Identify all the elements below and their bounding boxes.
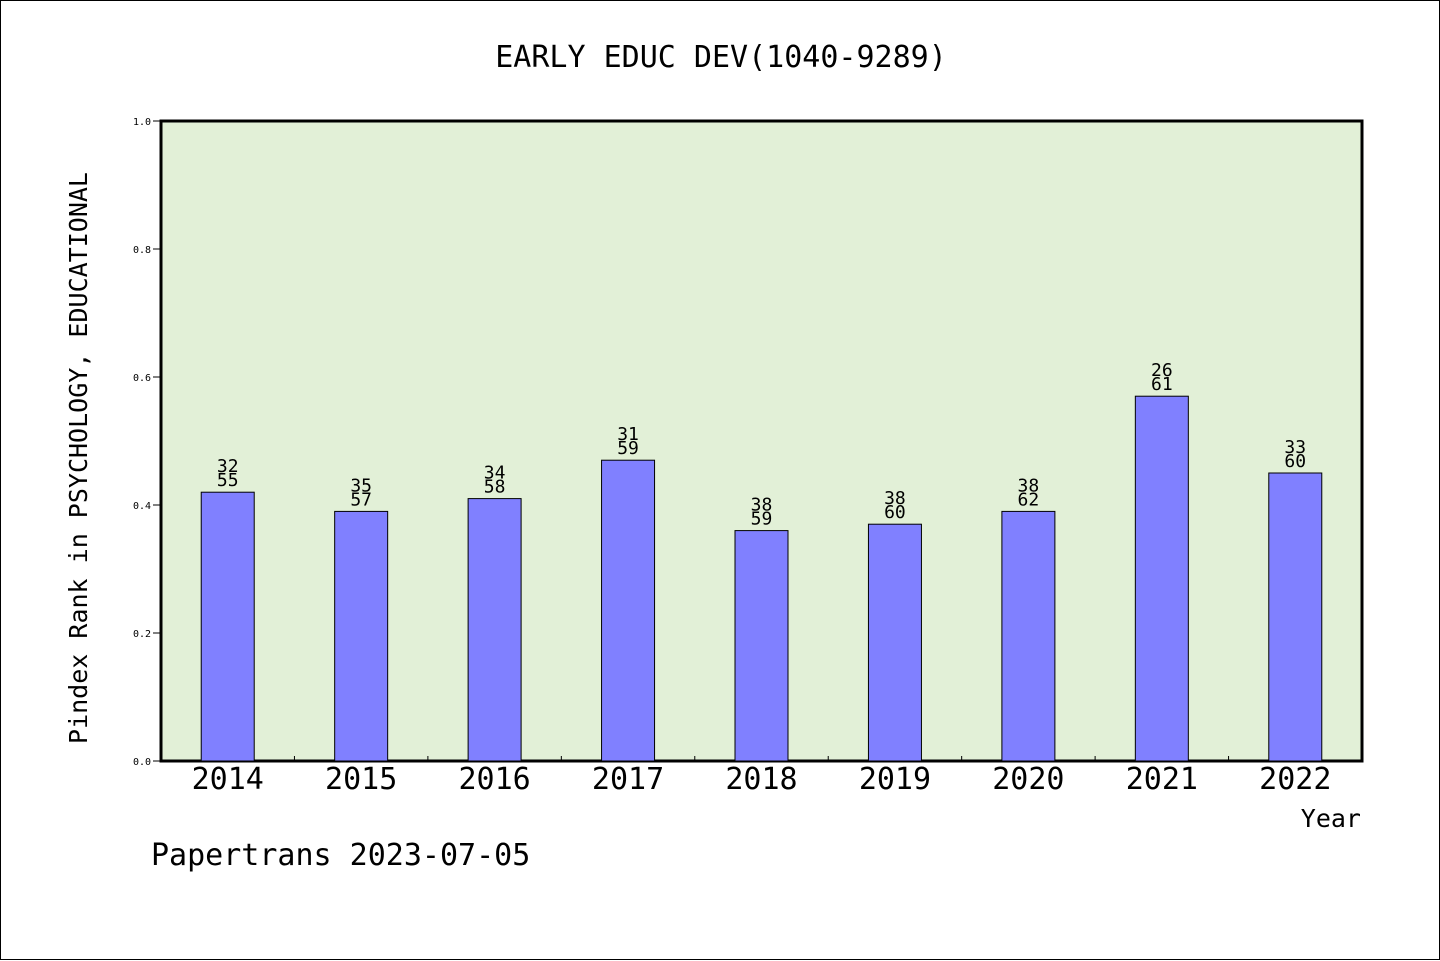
bar-label-bottom: 60 xyxy=(884,502,906,523)
y-tick-label: 1.0 xyxy=(133,117,151,128)
bar-2021 xyxy=(1134,395,1189,762)
bar-label-top: 35 xyxy=(350,475,372,496)
bar-label-bottom: 57 xyxy=(350,489,372,510)
bar-label-top: 26 xyxy=(1151,360,1173,381)
bar-label-top: 38 xyxy=(1018,475,1040,496)
bar-label-bottom: 55 xyxy=(217,470,239,491)
bar-label-top: 38 xyxy=(751,495,773,516)
bar-2017 xyxy=(601,459,656,762)
y-tick-label: 0.0 xyxy=(133,757,151,768)
x-tick-label: 2014 xyxy=(192,762,264,797)
x-tick-label: 2015 xyxy=(325,762,397,797)
bar-label-bottom: 59 xyxy=(751,509,773,530)
bar-label-top: 31 xyxy=(617,424,639,445)
bar-2018 xyxy=(734,530,789,762)
bar-label-top: 38 xyxy=(884,488,906,509)
x-tick-label: 2022 xyxy=(1259,762,1331,797)
x-axis-ticks: 2014 2015 2016 2017 2018 2019 2020 2021 2022 xyxy=(192,756,1331,797)
y-axis-ticks: 0.0 0.2 0.4 0.6 0.8 1.0 xyxy=(133,117,161,768)
bar-2015 xyxy=(334,510,389,762)
y-tick-label: 0.8 xyxy=(133,245,151,256)
bar-label-bottom: 59 xyxy=(617,438,639,459)
bar-2022 xyxy=(1268,472,1323,762)
bar-2014 xyxy=(200,491,255,762)
x-tick-label: 2021 xyxy=(1126,762,1198,797)
x-tick-label: 2018 xyxy=(725,762,797,797)
y-axis-title: Pindex Rank in PSYCHOLOGY, EDUCATIONAL xyxy=(64,172,93,744)
x-tick-label: 2017 xyxy=(592,762,664,797)
bar-2016 xyxy=(467,498,522,762)
x-tick-label: 2019 xyxy=(859,762,931,797)
chart-title: EARLY EDUC DEV(1040-9289) xyxy=(495,40,947,75)
bar-2019 xyxy=(867,523,922,762)
bar-label-bottom: 60 xyxy=(1284,451,1306,472)
bar-label-bottom: 58 xyxy=(484,477,506,498)
y-tick-label: 0.6 xyxy=(133,373,151,384)
y-tick-label: 0.2 xyxy=(133,629,151,640)
footer-text: Papertrans 2023-07-05 xyxy=(151,838,530,873)
bar-label-bottom: 62 xyxy=(1018,489,1040,510)
bar-label-top: 32 xyxy=(217,456,239,477)
x-tick-label: 2016 xyxy=(458,762,530,797)
x-tick-label: 2020 xyxy=(992,762,1064,797)
y-tick-label: 0.4 xyxy=(133,501,151,512)
bar-label-top: 34 xyxy=(484,463,506,484)
bar-label-top: 33 xyxy=(1284,437,1306,458)
bars xyxy=(200,395,1323,762)
bar-label-bottom: 61 xyxy=(1151,374,1173,395)
bar-2020 xyxy=(1001,510,1056,762)
x-axis-title: Year xyxy=(1301,804,1361,833)
